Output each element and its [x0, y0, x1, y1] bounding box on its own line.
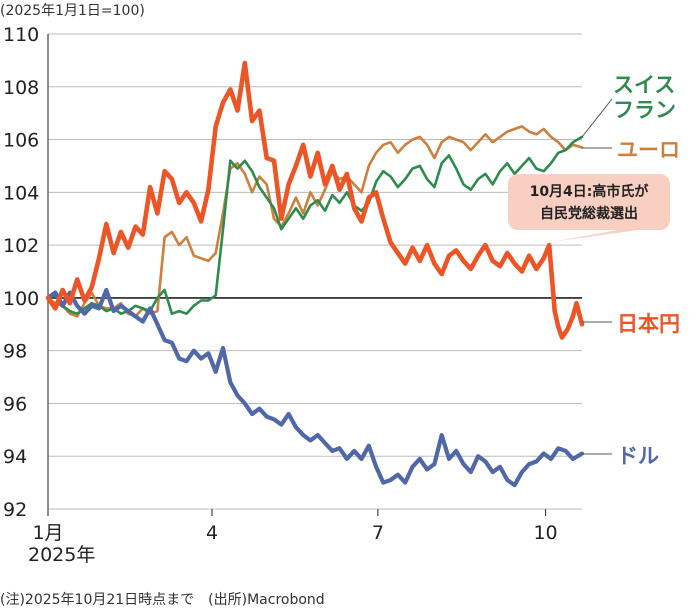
series-leader-line — [581, 98, 613, 138]
series-line-1 — [46, 135, 584, 315]
annotation-text: 自民党総裁選出 — [540, 205, 638, 222]
series-label: ユーロ — [617, 138, 680, 162]
annotation-pointer — [553, 230, 638, 242]
annotation-text: 10月4日:高市氏が — [530, 183, 650, 200]
y-tick-label: 104 — [3, 182, 39, 204]
y-tick-label: 92 — [3, 499, 27, 521]
y-tick-label: 100 — [3, 288, 39, 310]
series-line-2 — [45, 287, 585, 488]
series-lines — [45, 60, 585, 488]
series-label: スイス — [613, 73, 675, 97]
series-label: フラン — [613, 98, 676, 122]
y-tick-label: 98 — [3, 341, 27, 363]
x-tick-label: 1月 — [32, 522, 63, 544]
x-tick-label: 7 — [372, 522, 384, 544]
series-line-3 — [45, 60, 585, 340]
y-tick-label: 102 — [3, 235, 39, 257]
gridlines — [47, 33, 582, 510]
y-axis-tick-labels: 92 94 96 98 100 102 104 106 108 110 — [3, 24, 39, 521]
y-tick-label: 106 — [3, 130, 39, 152]
y-tick-label: 94 — [3, 446, 27, 468]
series-label: ドル — [617, 444, 659, 468]
x-tick-label: 4 — [206, 522, 218, 544]
annotation-box — [508, 174, 670, 230]
x-tick-sublabel: 2025年 — [28, 544, 95, 566]
footnote: (注)2025年10月21日時点まで (出所)Macrobond — [0, 592, 325, 608]
unit-label: (2025年1月1日=100) — [0, 3, 145, 19]
y-tick-label: 110 — [3, 24, 39, 46]
y-tick-label: 108 — [3, 77, 39, 99]
x-tick-label: 10 — [533, 522, 557, 544]
series-label: 日本円 — [617, 312, 680, 336]
y-tick-label: 96 — [3, 393, 27, 415]
